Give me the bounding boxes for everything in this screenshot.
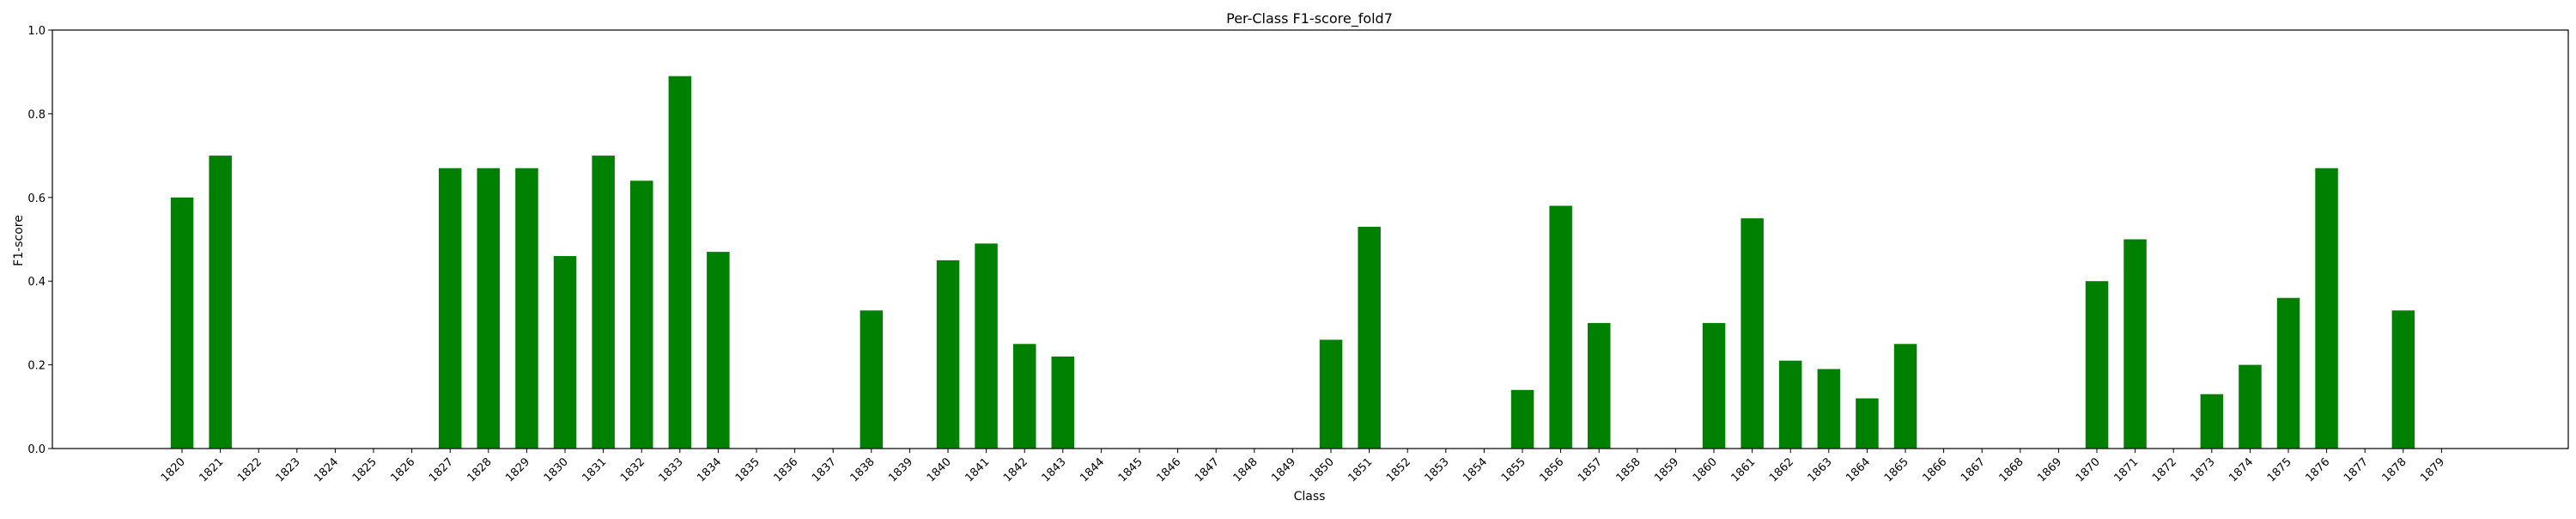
x-axis-label: Class [1294, 490, 1326, 504]
bar-1863 [1817, 369, 1841, 449]
bar-1857 [1588, 322, 1611, 449]
y-tick-label: 0.8 [27, 108, 46, 121]
bar-1865 [1893, 344, 1917, 449]
bar-1828 [477, 168, 500, 449]
bar-1840 [936, 260, 960, 449]
bar-1850 [1319, 339, 1343, 449]
bar-1862 [1778, 360, 1802, 449]
bar-1861 [1741, 218, 1764, 449]
bar-1820 [170, 197, 194, 449]
bar-1860 [1702, 322, 1726, 449]
bar-1851 [1358, 226, 1381, 449]
y-axis-ticks: 0.0 0.2 0.4 0.6 0.8 1.0 [27, 25, 52, 456]
bar-1832 [630, 180, 653, 449]
bar-1838 [860, 310, 884, 449]
bar-1873 [2200, 394, 2224, 449]
bar-1831 [592, 156, 615, 449]
bar-1871 [2123, 239, 2147, 449]
bar-1874 [2239, 364, 2262, 449]
bar-1834 [707, 252, 730, 449]
y-tick-label: 0.6 [27, 192, 46, 205]
y-tick-label: 1.0 [27, 25, 46, 38]
bar-1821 [209, 156, 232, 449]
bar-1841 [975, 243, 998, 449]
bar-1830 [553, 256, 577, 449]
bar-1833 [668, 76, 692, 449]
bar-1870 [2085, 281, 2109, 449]
bar-1878 [2391, 310, 2415, 449]
chart-title: Per-Class F1-score_fold7 [1226, 10, 1393, 27]
bar-1856 [1549, 205, 1572, 449]
bar-1829 [515, 168, 538, 449]
bar-1843 [1051, 356, 1074, 449]
bars-group [170, 76, 2415, 449]
bar-1855 [1510, 389, 1534, 449]
bar-1827 [439, 168, 462, 449]
y-axis-label: F1-score [12, 215, 26, 266]
y-tick-label: 0.2 [27, 360, 46, 373]
y-tick-label: 0.4 [27, 276, 46, 289]
bar-1876 [2315, 168, 2338, 449]
y-tick-label: 0.0 [27, 443, 46, 456]
plot-frame [52, 29, 2569, 449]
bar-1864 [1856, 398, 1879, 449]
bar-1875 [2276, 297, 2300, 449]
bar-1842 [1013, 344, 1036, 449]
